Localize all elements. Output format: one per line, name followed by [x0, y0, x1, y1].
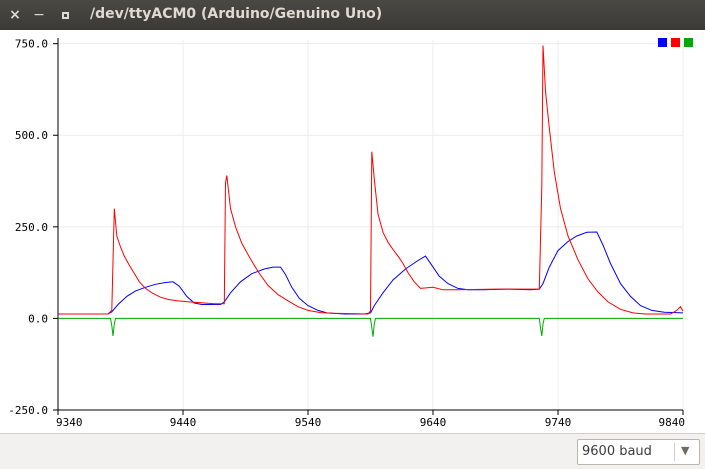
y-tick-label: 500.0: [15, 129, 48, 142]
legend-swatch-green: [684, 38, 693, 47]
select-divider: [674, 443, 675, 461]
x-tick-label: 9340: [56, 416, 83, 429]
x-tick-label: 9540: [295, 416, 322, 429]
line-chart: 9340 9440 9540 9640 9740 9840 750.0 500.0 250.0 0…: [8, 38, 686, 429]
x-tick-label: 9440: [170, 416, 197, 429]
series-line-3: [58, 317, 683, 337]
y-tick-label: 250.0: [15, 221, 48, 234]
x-tick-label: 9640: [420, 416, 447, 429]
y-tick-label: 0.0: [28, 312, 48, 325]
maximize-icon[interactable]: [56, 6, 74, 24]
y-tick-label: -250.0: [8, 404, 48, 417]
close-icon[interactable]: ×: [9, 7, 21, 23]
baud-rate-value: 9600 baud: [582, 444, 652, 459]
y-tick-label: 750.0: [15, 38, 48, 51]
bottom-toolbar: 9600 baud ▼: [0, 433, 705, 469]
plot-area: 9340 9440 9540 9640 9740 9840 750.0 500.0 250.0 0…: [0, 30, 705, 433]
series-line-2: [58, 45, 684, 315]
minimize-icon[interactable]: −: [33, 7, 45, 23]
title-bar: × − /dev/ttyACM0 (Arduino/Genuino Uno): [0, 0, 705, 30]
x-tick-label: 9740: [545, 416, 572, 429]
legend-swatch-blue: [658, 38, 667, 47]
baud-rate-select[interactable]: 9600 baud ▼: [577, 439, 700, 465]
window-title: /dev/ttyACM0 (Arduino/Genuino Uno): [90, 6, 383, 22]
chevron-down-icon[interactable]: ▼: [681, 444, 690, 457]
x-tick-label: 9840: [659, 416, 686, 429]
legend-swatch-red: [671, 38, 680, 47]
